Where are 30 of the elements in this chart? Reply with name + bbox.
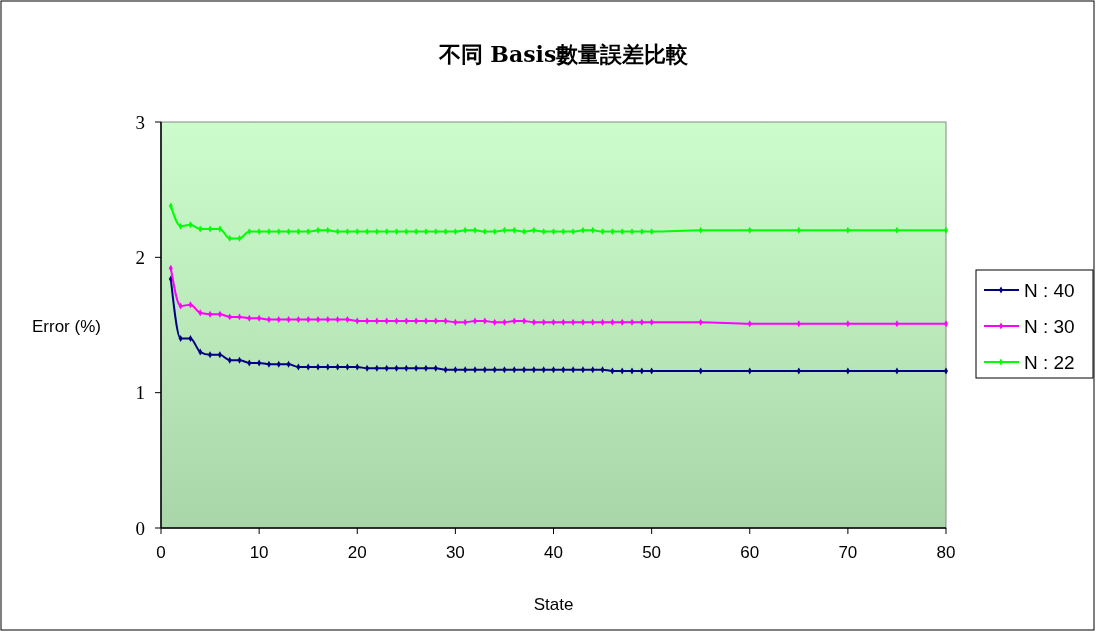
y-tick-label: 2 (135, 246, 145, 268)
point (315, 363, 321, 371)
y-tick-label: 0 (135, 517, 145, 539)
y-tick-label: 1 (135, 382, 145, 404)
x-tick-label: 60 (740, 543, 760, 562)
y-tick-label: 3 (135, 111, 145, 133)
x-tick-label: 70 (838, 543, 858, 562)
point (472, 317, 478, 325)
chart-title: 不同 Basis數量誤差比較 (437, 41, 690, 67)
point (629, 228, 635, 236)
point (472, 226, 478, 234)
x-tick-label: 50 (642, 543, 662, 562)
point (943, 367, 949, 375)
point (629, 318, 635, 326)
legend-label: N : 30 (1024, 315, 1075, 337)
x-tick-label: 30 (445, 543, 465, 562)
point (315, 226, 321, 234)
y-axis-title: Error (%) (32, 317, 101, 336)
x-tick-label: 10 (249, 543, 269, 562)
legend-label: N : 22 (1024, 351, 1075, 373)
point (943, 320, 949, 328)
x-tick-label: 40 (544, 543, 563, 562)
legend-label: N : 40 (1024, 279, 1075, 301)
point (943, 226, 949, 234)
x-tick-label: 0 (156, 543, 166, 562)
x-tick-label: 20 (347, 543, 367, 562)
x-axis-title: State (533, 595, 574, 614)
x-tick-label: 80 (936, 543, 956, 562)
point (472, 366, 478, 374)
point (629, 367, 635, 375)
